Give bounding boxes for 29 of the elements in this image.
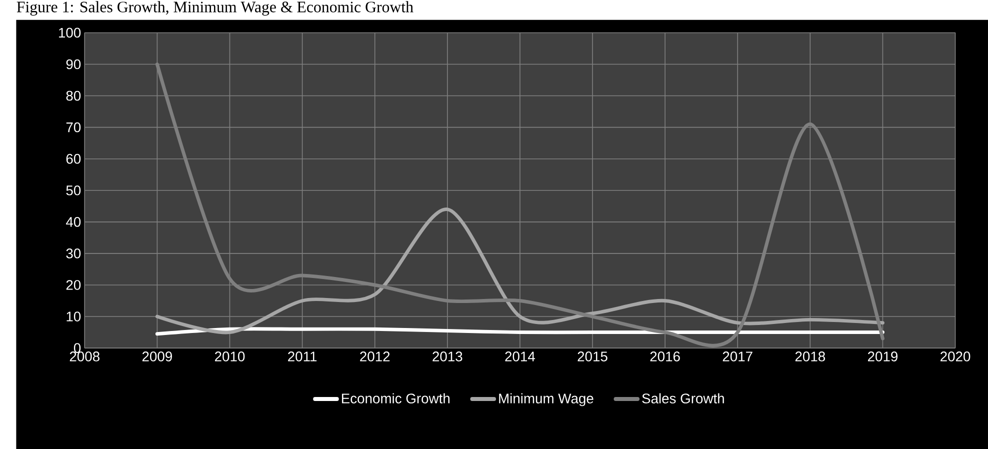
y-tick-label: 70 — [66, 122, 81, 132]
y-tick-label: 20 — [66, 280, 81, 290]
x-tick-label: 2016 — [650, 351, 680, 362]
x-tick-label: 2010 — [214, 351, 245, 362]
chart-title: Figure 1: Sales Growth, Minimum Wage & Economic Growth — [16, 1, 414, 16]
y-tick-label: 10 — [66, 312, 81, 322]
x-tick-label: 2017 — [722, 351, 752, 362]
y-tick-label: 40 — [66, 216, 81, 227]
legend-label: Economic Growth — [342, 393, 450, 404]
x-tick-label: 2009 — [142, 351, 172, 362]
x-tick-label: 2015 — [578, 351, 608, 362]
y-tick-label: 0 — [74, 343, 81, 353]
x-tick-label: 2012 — [360, 351, 390, 362]
x-tick-label: 2008 — [70, 351, 100, 362]
legend-label: Minimum Wage — [499, 393, 594, 406]
x-tick-label: 2013 — [432, 351, 462, 362]
y-tick-label: 90 — [66, 59, 81, 70]
line-series — [155, 207, 884, 334]
y-tick-label: 60 — [66, 154, 81, 164]
x-tick-label: 2019 — [868, 351, 898, 362]
x-tick-label: 2018 — [795, 351, 826, 362]
x-tick-label: 2011 — [288, 351, 317, 362]
y-tick-label: 50 — [66, 185, 81, 196]
x-tick-label: 2020 — [940, 351, 970, 362]
y-tick-label: 80 — [66, 90, 81, 101]
y-tick-label: 30 — [66, 248, 81, 258]
y-tick-label: 100 — [59, 28, 81, 38]
x-tick-label: 2014 — [505, 351, 535, 362]
legend-label: Sales Growth — [642, 393, 724, 404]
